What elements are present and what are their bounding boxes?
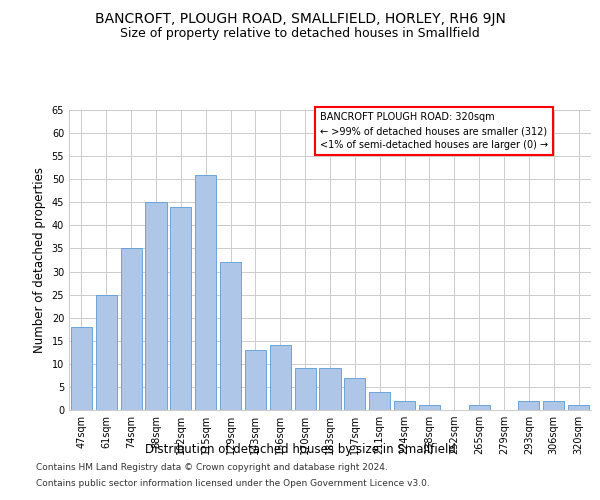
- Bar: [270, 346, 291, 410]
- Bar: [518, 401, 539, 410]
- Bar: [245, 350, 266, 410]
- Bar: [469, 406, 490, 410]
- Bar: [220, 262, 241, 410]
- Text: Contains HM Land Registry data © Crown copyright and database right 2024.: Contains HM Land Registry data © Crown c…: [36, 464, 388, 472]
- Bar: [195, 174, 216, 410]
- Bar: [170, 207, 191, 410]
- Text: BANCROFT, PLOUGH ROAD, SMALLFIELD, HORLEY, RH6 9JN: BANCROFT, PLOUGH ROAD, SMALLFIELD, HORLE…: [95, 12, 505, 26]
- Bar: [96, 294, 117, 410]
- Text: Size of property relative to detached houses in Smallfield: Size of property relative to detached ho…: [120, 28, 480, 40]
- Bar: [419, 406, 440, 410]
- Bar: [394, 401, 415, 410]
- Bar: [71, 327, 92, 410]
- Bar: [369, 392, 390, 410]
- Y-axis label: Number of detached properties: Number of detached properties: [33, 167, 46, 353]
- Bar: [295, 368, 316, 410]
- Bar: [145, 202, 167, 410]
- Bar: [121, 248, 142, 410]
- Bar: [344, 378, 365, 410]
- Text: BANCROFT PLOUGH ROAD: 320sqm
← >99% of detached houses are smaller (312)
<1% of : BANCROFT PLOUGH ROAD: 320sqm ← >99% of d…: [320, 112, 548, 150]
- Text: Contains public sector information licensed under the Open Government Licence v3: Contains public sector information licen…: [36, 478, 430, 488]
- Bar: [319, 368, 341, 410]
- Bar: [543, 401, 564, 410]
- Text: Distribution of detached houses by size in Smallfield: Distribution of detached houses by size …: [145, 442, 455, 456]
- Bar: [568, 406, 589, 410]
